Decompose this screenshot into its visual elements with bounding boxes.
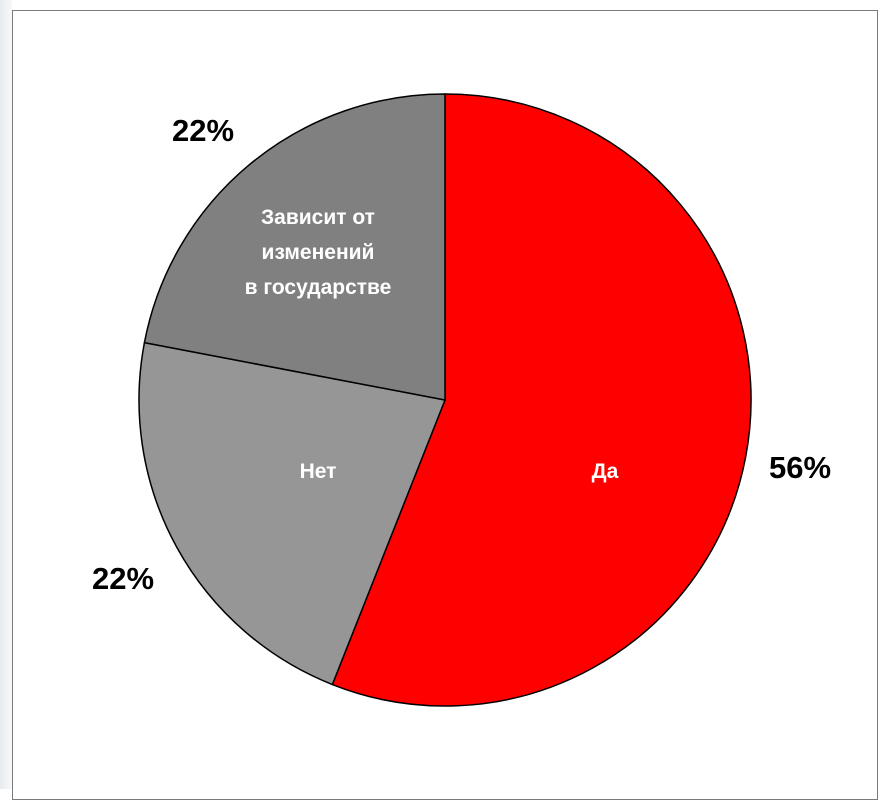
slice-label-depends-line3: в государстве [245, 276, 392, 299]
pie-slices [138, 93, 752, 707]
slice-label-depends-line1: Зависит от [261, 206, 375, 229]
pct-label-depends: 22% [172, 113, 234, 148]
pct-label-da: 56% [769, 450, 831, 485]
pie-slice-da [331, 93, 752, 707]
pie-slice-net [138, 341, 447, 686]
pct-label-net: 22% [92, 561, 154, 596]
window-edge-shade [0, 0, 12, 789]
slice-label-da: Да [592, 460, 619, 483]
pie-slice-depends [143, 93, 446, 401]
slice-label-net: Нет [300, 460, 337, 483]
slice-label-depends-line2: изменений [262, 241, 375, 264]
